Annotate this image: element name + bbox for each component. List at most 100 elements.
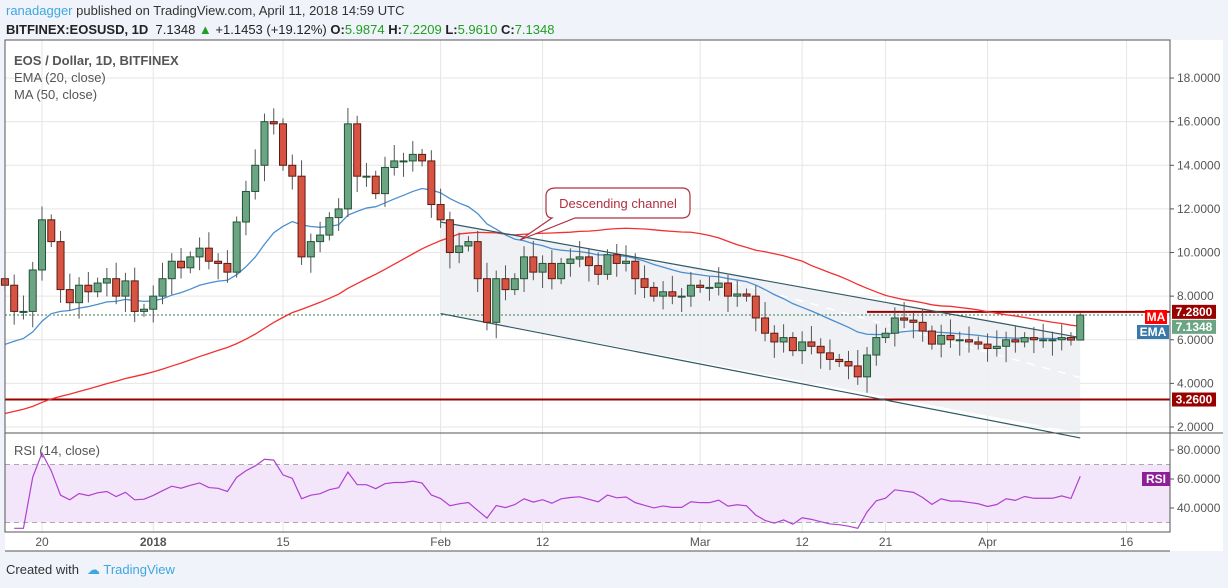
level-price-tag-bg: [1172, 304, 1216, 319]
footer: Created with ☁ TradingView: [6, 562, 175, 578]
candle-down: [47, 219, 56, 243]
candle-down: [501, 278, 510, 291]
brand: TradingView: [103, 562, 175, 577]
candle-up: [408, 153, 417, 162]
candle-up: [566, 258, 575, 264]
candle-up: [149, 295, 158, 310]
candle-down: [900, 317, 909, 321]
candle-down: [529, 256, 538, 273]
x-tick-label: 12: [536, 535, 550, 549]
rsi-legend: RSI (14, close): [14, 442, 100, 459]
low-label: L:: [445, 22, 458, 37]
candle-down: [204, 247, 213, 262]
x-tick-label: Mar: [690, 535, 711, 549]
x-tick-label: 12: [795, 535, 809, 549]
symbol: BITFINEX:EOSUSD, 1D: [6, 22, 149, 37]
candle-up: [872, 337, 881, 356]
candle-up: [241, 190, 250, 223]
ema-line: [4, 187, 1081, 346]
y-tick-label: 2.0000: [1177, 420, 1214, 434]
candle-down: [269, 121, 278, 125]
rsi-tick-label: 80.0000: [1177, 443, 1221, 457]
candle-up: [603, 254, 612, 275]
candle-up: [260, 121, 269, 166]
candle-down: [56, 241, 65, 291]
candle-up: [863, 354, 872, 378]
candle-down: [983, 343, 992, 349]
chart-legend: EOS / Dollar, 1D, BITFINEX EMA (20, clos…: [14, 52, 179, 103]
candle-down: [84, 284, 93, 293]
candle-down: [1066, 337, 1075, 341]
last-price-tag-bg: [1172, 319, 1216, 334]
x-tick-label: 16: [1120, 535, 1134, 549]
candle-up: [102, 278, 111, 284]
rsi-tag-bg: [1142, 472, 1170, 486]
candle-down: [974, 341, 983, 345]
candle-up: [890, 317, 899, 334]
candle-up: [881, 332, 890, 339]
rsi-tag: RSI: [1146, 472, 1166, 486]
ma-tag-bg: [1145, 310, 1167, 325]
tradingview-logo[interactable]: ☁ TradingView: [86, 562, 175, 577]
candle-down: [214, 260, 223, 264]
y-tick-label: 8.0000: [1177, 289, 1214, 303]
candle-up: [28, 269, 37, 312]
callout-box: [519, 187, 691, 241]
candle-down: [445, 219, 454, 254]
legend-rsi: RSI (14, close): [14, 443, 100, 458]
candle-up: [139, 308, 148, 312]
ma-line: [4, 227, 1081, 415]
candle-down: [788, 337, 797, 352]
candle-up: [158, 278, 167, 297]
candle-up: [686, 284, 695, 297]
candle-up: [399, 160, 408, 163]
candle-up: [992, 345, 1001, 349]
rsi-tick-label: 40.0000: [1177, 501, 1221, 515]
candle-up: [121, 280, 130, 297]
x-tick-label: 20: [35, 535, 49, 549]
candle-down: [473, 241, 482, 280]
candle-down: [1029, 337, 1038, 341]
candle-up: [1076, 314, 1085, 341]
author-link[interactable]: ranadagger: [6, 3, 73, 18]
y-tick-label: 18.0000: [1177, 71, 1221, 85]
candle-down: [418, 153, 427, 162]
candle-down: [853, 365, 862, 378]
y-tick-label: 6.0000: [1177, 333, 1214, 347]
y-tick-label: 14.0000: [1177, 158, 1221, 172]
level-price-tag-bg: [1172, 392, 1216, 407]
channel-lower-line: [440, 312, 1081, 439]
candle-up: [1002, 339, 1011, 347]
candle-down: [965, 339, 973, 343]
symbol-info: BITFINEX:EOSUSD, 1D 7.1348 ▲ +1.1453 (+1…: [6, 22, 554, 37]
candle-down: [177, 260, 186, 269]
open-value: 5.9874: [344, 22, 385, 37]
candle-down: [371, 175, 380, 195]
ema-tag-bg: [1137, 325, 1169, 340]
candle-up: [19, 310, 28, 313]
callout-text: Descending channel: [559, 196, 677, 211]
candle-up: [492, 278, 501, 323]
y-tick-label: 10.0000: [1177, 246, 1221, 260]
candle-up: [937, 334, 946, 345]
x-tick-label: 2018: [140, 535, 167, 549]
candle-down: [909, 319, 918, 323]
publish-text: published on TradingView.com, April 11, …: [76, 3, 405, 18]
rsi-band: [5, 464, 1170, 523]
candle-down: [742, 293, 751, 297]
channel-upper-line: [440, 221, 1081, 339]
candle-up: [575, 256, 584, 260]
candle-down: [918, 321, 927, 332]
rsi-line: [14, 451, 1081, 529]
candle-down: [825, 352, 834, 360]
candle-up: [1020, 337, 1029, 343]
candle-down: [436, 204, 445, 221]
level-price-tag: 3.2600: [1176, 393, 1213, 407]
candle-down: [816, 345, 825, 354]
candle-up: [325, 217, 334, 236]
candle-down: [427, 160, 436, 206]
candle-up: [362, 175, 371, 178]
candle-up: [1057, 337, 1066, 341]
candle-up: [334, 208, 343, 219]
